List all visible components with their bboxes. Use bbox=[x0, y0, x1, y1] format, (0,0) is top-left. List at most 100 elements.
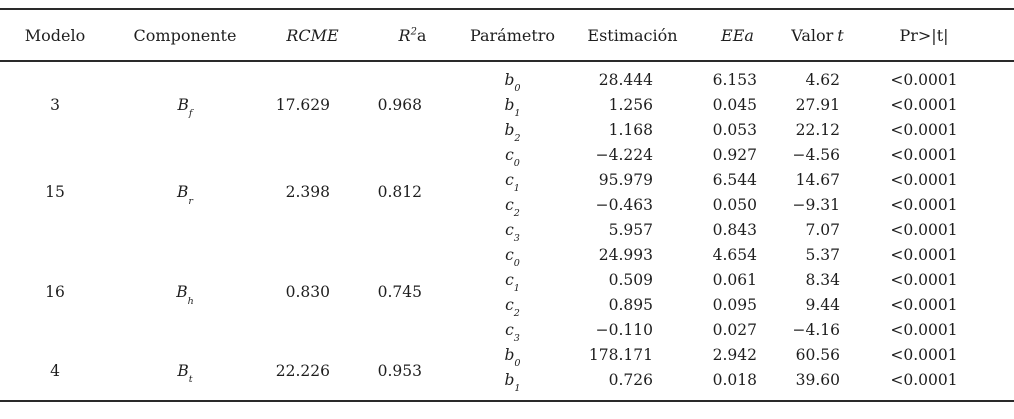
col-header-parametro: Parámetro bbox=[460, 9, 565, 62]
cell-valor-t: 5.37 bbox=[805, 245, 840, 264]
table-row: c2 −0.463 0.050 −9.31 <0.0001 bbox=[0, 193, 1014, 218]
table-row: 16 Bh 0.830 0.745 c0 24.993 4.654 5.37 <… bbox=[0, 243, 1014, 306]
cell-modelo: 4 bbox=[50, 361, 60, 380]
cell-estimacion: 95.979 bbox=[598, 170, 653, 189]
cell-componente: Bt bbox=[177, 361, 193, 386]
cell-estimacion: 0.509 bbox=[608, 270, 653, 289]
cell-rcme: 17.629 bbox=[275, 95, 330, 114]
cell-parametro: c0 bbox=[505, 145, 520, 170]
cell-eea: 0.927 bbox=[712, 145, 757, 164]
col-header-estimacion: Estimación bbox=[565, 9, 700, 62]
cell-eea: 6.153 bbox=[712, 70, 757, 89]
cell-parametro: b0 bbox=[504, 345, 521, 370]
cell-parametro: b1 bbox=[504, 370, 521, 395]
cell-parametro: c2 bbox=[505, 195, 520, 220]
cell-eea: 4.654 bbox=[712, 245, 757, 264]
cell-eea: 6.544 bbox=[712, 170, 757, 189]
cell-r2a: 0.745 bbox=[377, 283, 422, 302]
col-header-modelo: Modelo bbox=[0, 9, 110, 62]
cell-pr-t: <0.0001 bbox=[890, 245, 958, 264]
table-row: 15 Br 2.398 0.812 c0 −4.224 0.927 −4.56 … bbox=[0, 143, 1014, 206]
cell-estimacion: −0.463 bbox=[595, 195, 653, 214]
cell-componente: Bh bbox=[176, 283, 194, 307]
col-header-valor-t: Valor t bbox=[775, 9, 860, 62]
cell-estimacion: 0.726 bbox=[608, 370, 653, 389]
cell-componente: Bf bbox=[177, 95, 193, 120]
cell-parametro: c3 bbox=[505, 320, 520, 345]
col-header-pr-t: Pr>|t| bbox=[860, 9, 1014, 62]
cell-pr-t: <0.0001 bbox=[890, 195, 958, 214]
cell-eea: 0.027 bbox=[712, 320, 757, 339]
cell-estimacion: 1.256 bbox=[608, 95, 653, 114]
cell-estimacion: −0.110 bbox=[595, 320, 653, 339]
cell-valor-t: 39.60 bbox=[795, 370, 840, 389]
cell-pr-t: <0.0001 bbox=[890, 170, 958, 189]
cell-eea: 0.843 bbox=[712, 220, 757, 239]
cell-pr-t: <0.0001 bbox=[890, 145, 958, 164]
table-row: c1 0.509 0.061 8.34 <0.0001 bbox=[0, 268, 1014, 293]
cell-valor-t: −4.56 bbox=[792, 145, 841, 164]
table-row: b2 1.168 0.053 22.12 <0.0001 bbox=[0, 118, 1014, 143]
cell-parametro: b1 bbox=[504, 95, 521, 120]
cell-estimacion: 24.993 bbox=[598, 245, 653, 264]
cell-rcme: 2.398 bbox=[285, 183, 330, 202]
cell-eea: 0.053 bbox=[712, 120, 757, 139]
table-row: 4 Bt 22.226 0.953 b0 178.171 2.942 60.56… bbox=[0, 343, 1014, 384]
cell-eea: 0.018 bbox=[712, 370, 757, 389]
table-row: c1 95.979 6.544 14.67 <0.0001 bbox=[0, 168, 1014, 193]
cell-r2a: 0.953 bbox=[377, 361, 422, 380]
cell-eea: 0.045 bbox=[712, 95, 757, 114]
cell-pr-t: <0.0001 bbox=[890, 320, 958, 339]
cell-pr-t: <0.0001 bbox=[890, 270, 958, 289]
cell-valor-t: 4.62 bbox=[805, 70, 840, 89]
col-header-eea: EEa bbox=[700, 9, 775, 62]
cell-pr-t: <0.0001 bbox=[890, 220, 958, 239]
cell-rcme: 0.830 bbox=[285, 283, 330, 302]
cell-modelo: 16 bbox=[45, 283, 65, 302]
cell-pr-t: <0.0001 bbox=[890, 120, 958, 139]
cell-parametro: c3 bbox=[505, 220, 520, 245]
cell-parametro: c1 bbox=[505, 270, 520, 295]
table-row: b1 0.726 0.018 39.60 <0.0001 bbox=[0, 368, 1014, 401]
cell-eea: 2.942 bbox=[712, 345, 757, 364]
cell-estimacion: −4.224 bbox=[595, 145, 653, 164]
cell-valor-t: 60.56 bbox=[795, 345, 840, 364]
cell-parametro: c1 bbox=[505, 170, 520, 195]
table-row: b1 1.256 0.045 27.91 <0.0001 bbox=[0, 93, 1014, 118]
table-row: c3 5.957 0.843 7.07 <0.0001 bbox=[0, 218, 1014, 243]
cell-pr-t: <0.0001 bbox=[890, 345, 958, 364]
cell-parametro: c0 bbox=[505, 245, 520, 270]
table-row: c3 −0.110 0.027 −4.16 <0.0001 bbox=[0, 318, 1014, 343]
cell-valor-t: 27.91 bbox=[795, 95, 840, 114]
col-header-r2a: R2a bbox=[365, 9, 460, 62]
cell-pr-t: <0.0001 bbox=[890, 295, 958, 314]
cell-valor-t: 8.34 bbox=[805, 270, 840, 289]
cell-valor-t: 14.67 bbox=[795, 170, 840, 189]
cell-parametro: b2 bbox=[504, 120, 521, 145]
cell-valor-t: 9.44 bbox=[805, 295, 840, 314]
cell-parametro: b0 bbox=[504, 70, 521, 95]
cell-r2a: 0.968 bbox=[377, 95, 422, 114]
table-header-row: Modelo Componente RCME R2a Parámetro Est… bbox=[0, 9, 1014, 62]
cell-pr-t: <0.0001 bbox=[890, 70, 958, 89]
cell-rcme: 22.226 bbox=[275, 361, 330, 380]
cell-parametro: c2 bbox=[505, 295, 520, 320]
cell-r2a: 0.812 bbox=[377, 183, 422, 202]
cell-pr-t: <0.0001 bbox=[890, 370, 958, 389]
cell-estimacion: 28.444 bbox=[598, 70, 653, 89]
cell-estimacion: 5.957 bbox=[608, 220, 653, 239]
table-row: 3 Bf 17.629 0.968 b0 28.444 6.153 4.62 <… bbox=[0, 61, 1014, 118]
cell-valor-t: 7.07 bbox=[805, 220, 840, 239]
col-header-componente: Componente bbox=[110, 9, 260, 62]
cell-valor-t: −4.16 bbox=[792, 320, 841, 339]
cell-estimacion: 1.168 bbox=[608, 120, 653, 139]
col-header-rcme: RCME bbox=[260, 9, 365, 62]
cell-componente: Br bbox=[177, 183, 193, 207]
cell-estimacion: 0.895 bbox=[608, 295, 653, 314]
cell-modelo: 3 bbox=[50, 95, 60, 114]
cell-estimacion: 178.171 bbox=[588, 345, 653, 364]
table-row: c2 0.895 0.095 9.44 <0.0001 bbox=[0, 293, 1014, 318]
cell-eea: 0.050 bbox=[712, 195, 757, 214]
cell-modelo: 15 bbox=[45, 183, 65, 202]
cell-eea: 0.095 bbox=[712, 295, 757, 314]
